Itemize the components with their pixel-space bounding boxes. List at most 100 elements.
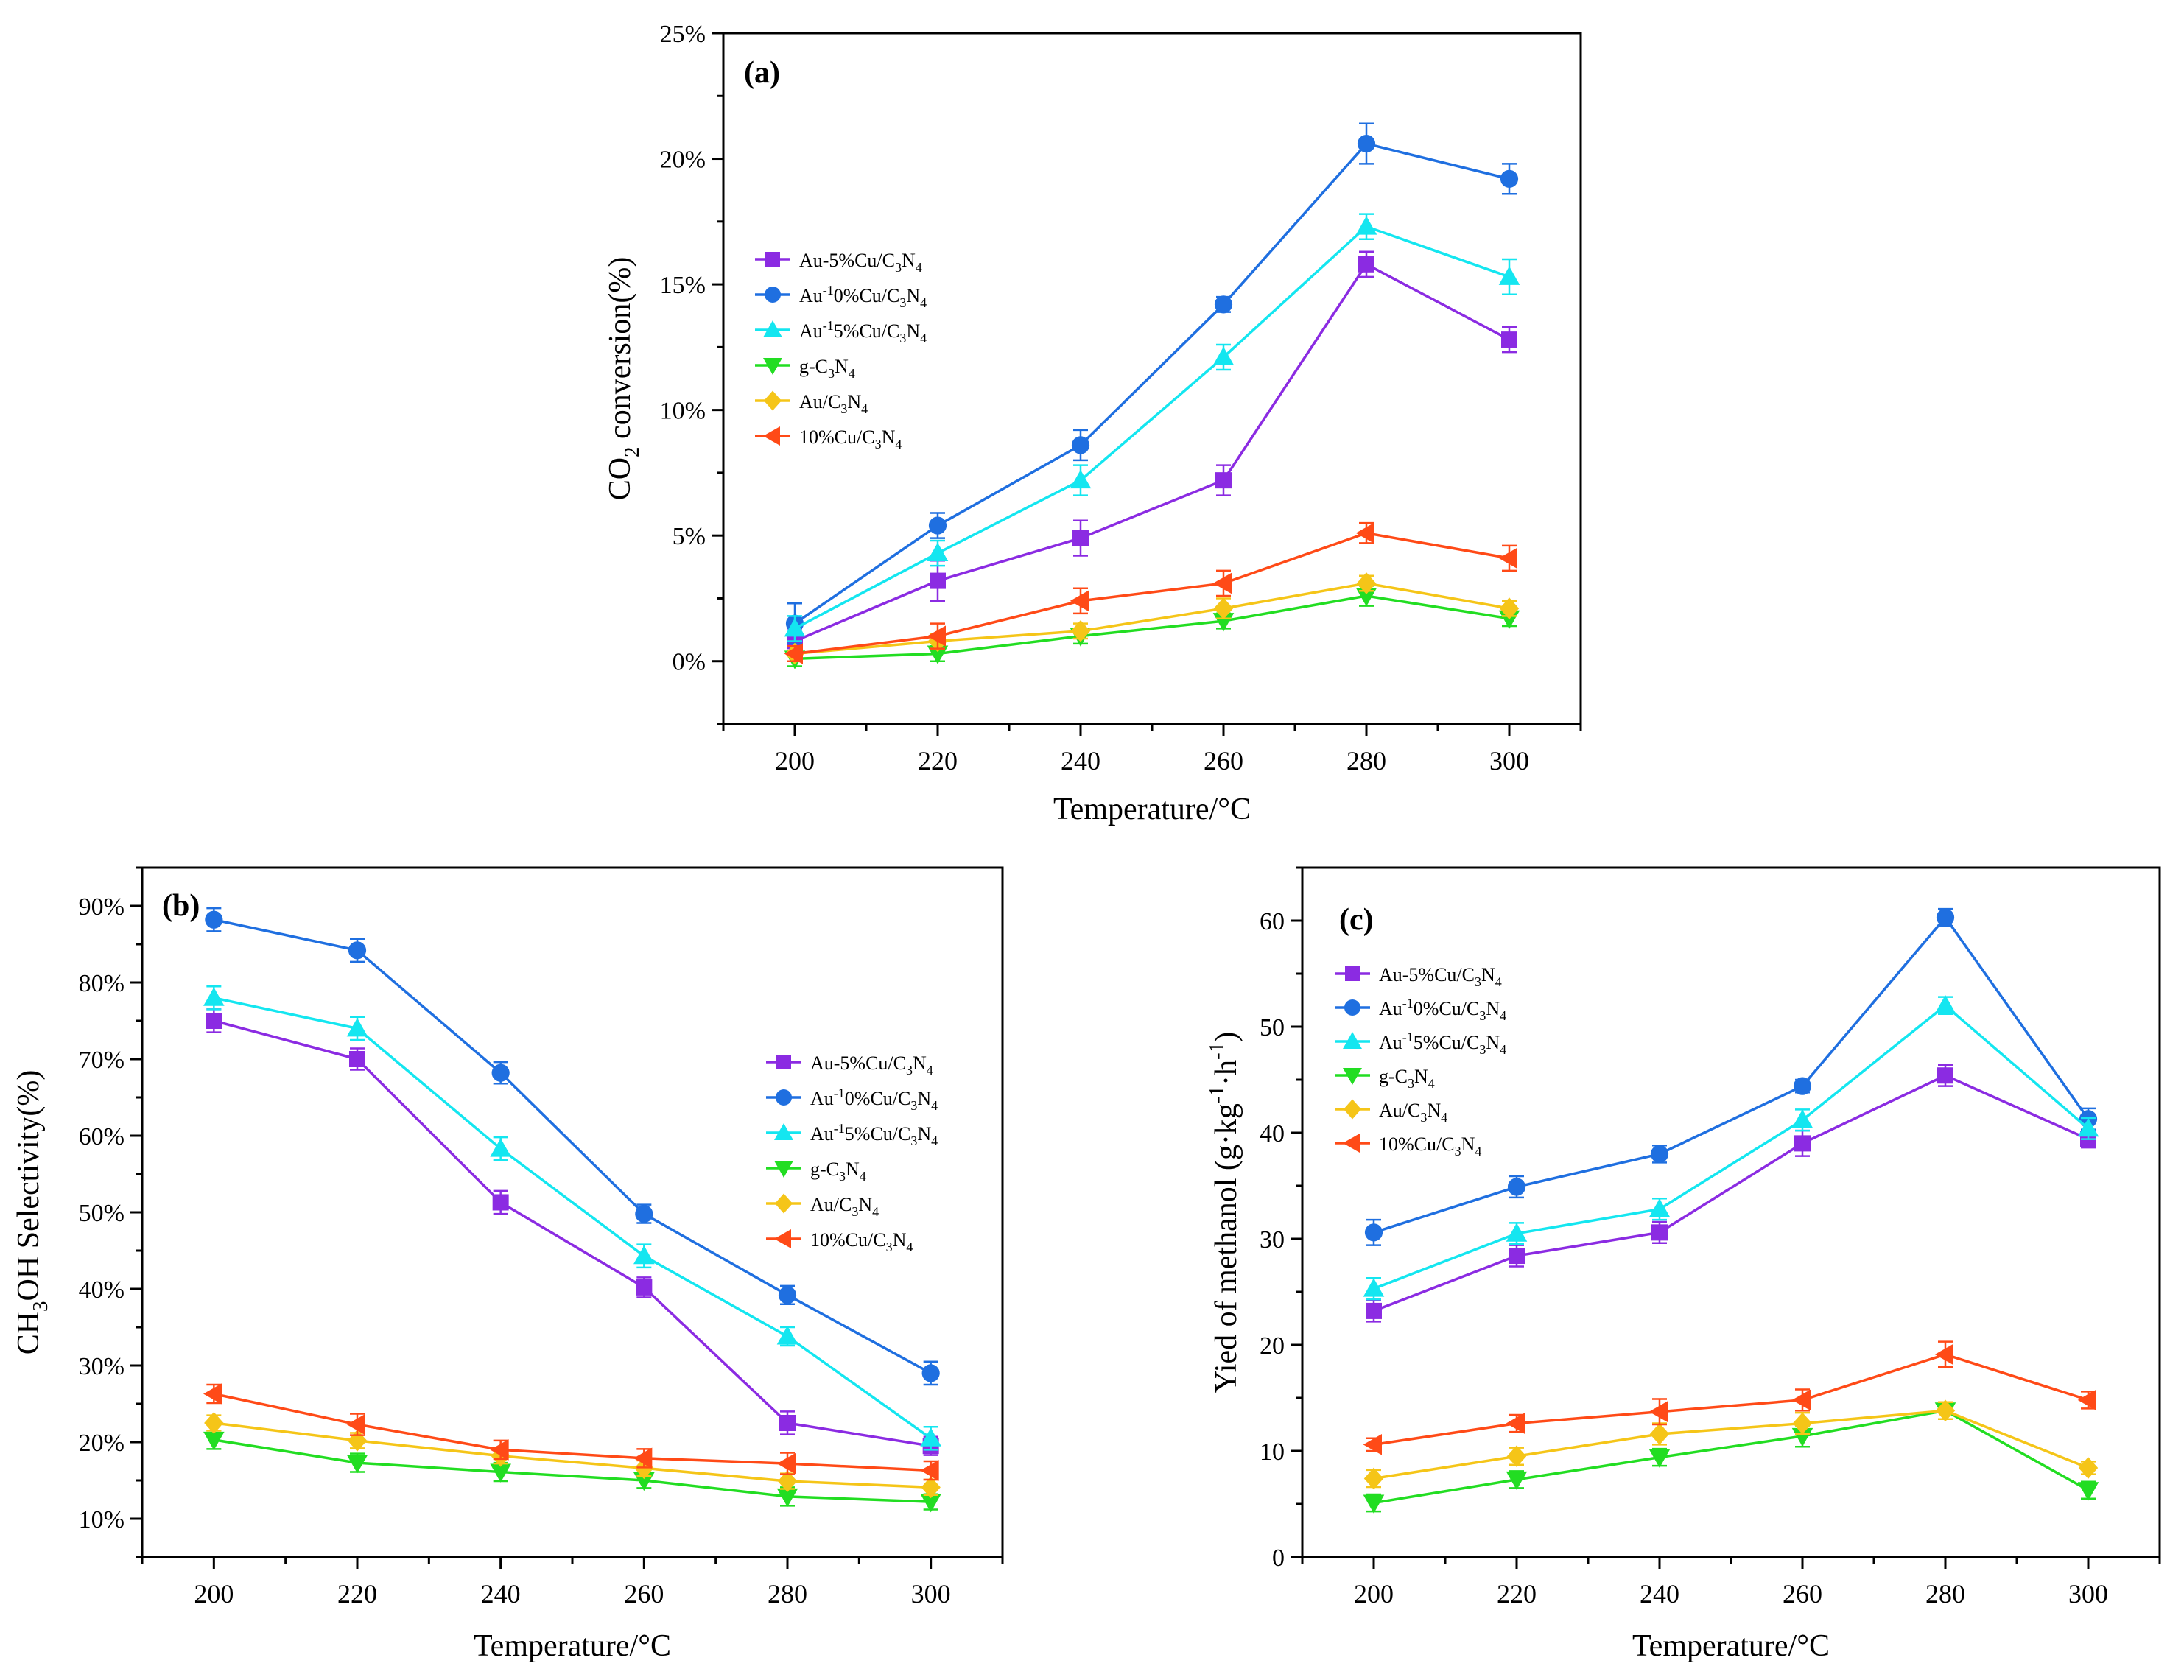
legend-label: Au-5%Cu/C3N4 bbox=[1379, 964, 1502, 989]
legend-marker bbox=[763, 320, 782, 337]
x-tick-label: 280 bbox=[768, 1579, 807, 1609]
data-point bbox=[203, 1431, 225, 1451]
series-line bbox=[794, 531, 1510, 656]
x-tick-label: 220 bbox=[1497, 1579, 1537, 1609]
legend-marker bbox=[764, 390, 782, 411]
legend-label: Au-10%Cu/C3N4 bbox=[1379, 996, 1506, 1023]
data-point bbox=[1498, 610, 1520, 630]
data-point bbox=[784, 643, 803, 664]
data-point bbox=[1794, 1135, 1811, 1152]
data-point bbox=[2077, 1117, 2099, 1137]
legend-label: Au-10%Cu/C3N4 bbox=[810, 1086, 938, 1113]
legend-label: Au-5%Cu/C3N4 bbox=[799, 250, 922, 275]
series-line bbox=[213, 1019, 931, 1447]
data-point bbox=[1070, 590, 1089, 612]
data-point bbox=[1500, 169, 1519, 188]
data-point bbox=[1363, 1278, 1385, 1297]
data-point bbox=[776, 1488, 798, 1508]
y-tick-label: 40% bbox=[79, 1276, 124, 1304]
panel-label: (c) bbox=[1339, 903, 1374, 937]
data-point bbox=[930, 572, 946, 589]
data-point bbox=[492, 1194, 509, 1211]
data-point bbox=[348, 941, 367, 960]
data-point bbox=[635, 1204, 653, 1223]
series-5 bbox=[203, 1383, 939, 1481]
panel-label: (a) bbox=[744, 56, 780, 90]
data-point bbox=[921, 1364, 940, 1382]
data-point bbox=[491, 1064, 510, 1082]
legend-label: Au-15%Cu/C3N4 bbox=[810, 1121, 938, 1148]
data-point bbox=[490, 1439, 509, 1461]
x-tick-label: 280 bbox=[1925, 1579, 1965, 1609]
data-point bbox=[1215, 472, 1232, 489]
y-tick-label: 0 bbox=[1272, 1544, 1285, 1572]
data-point bbox=[633, 1472, 655, 1491]
series-0 bbox=[1366, 1064, 2096, 1323]
series-1 bbox=[785, 122, 1519, 645]
data-point bbox=[1070, 619, 1091, 642]
legend-marker bbox=[1345, 966, 1360, 981]
chart-panel-b: 200 220 240 260 280 300 10% 20% 30% 40% 50% 60% 70% 8… bbox=[12, 866, 1004, 1663]
y-tick-label: 50 bbox=[1260, 1014, 1285, 1041]
legend-marker bbox=[776, 1055, 791, 1069]
legend: Au-5%Cu/C3N4 Au-10%Cu/C3N4 Au-15%Cu/C3N4 g-… bbox=[755, 250, 927, 451]
legend-label: Au-10%Cu/C3N4 bbox=[799, 283, 927, 310]
series-line bbox=[1373, 1074, 2089, 1312]
legend-marker bbox=[763, 358, 782, 375]
data-point bbox=[1355, 216, 1377, 235]
x-axis-label: Temperature/°C bbox=[1053, 792, 1251, 826]
data-point bbox=[346, 1413, 365, 1435]
data-point bbox=[1355, 522, 1374, 544]
x-tick-label: 300 bbox=[2068, 1579, 2108, 1609]
data-point bbox=[1358, 256, 1374, 273]
legend-marker bbox=[1343, 1134, 1360, 1153]
data-point bbox=[1506, 1445, 1527, 1468]
data-point bbox=[1071, 436, 1090, 454]
legend-marker bbox=[776, 1089, 792, 1106]
data-point bbox=[1651, 1224, 1668, 1241]
x-tick-label: 300 bbox=[1489, 746, 1529, 776]
data-point bbox=[1935, 1399, 1956, 1422]
data-point bbox=[1355, 588, 1377, 607]
legend-label: 10%Cu/C3N4 bbox=[799, 426, 902, 451]
data-point bbox=[1791, 1389, 1811, 1411]
data-point bbox=[1212, 613, 1235, 632]
data-point bbox=[1936, 908, 1955, 927]
data-point bbox=[776, 1326, 798, 1345]
y-axis-label: CH3OH Selectivity(%) bbox=[12, 1070, 52, 1355]
series-5 bbox=[784, 521, 1517, 664]
data-point bbox=[1506, 1413, 1525, 1434]
legend-label: Au-15%Cu/C3N4 bbox=[1379, 1030, 1506, 1057]
legend-label: g-C3N4 bbox=[810, 1159, 866, 1184]
data-point bbox=[927, 542, 949, 562]
y-tick-label: 0% bbox=[673, 649, 706, 676]
data-point bbox=[1650, 1145, 1669, 1163]
legend-label: 10%Cu/C3N4 bbox=[1379, 1134, 1481, 1159]
series-1 bbox=[1364, 907, 2098, 1246]
data-point bbox=[1937, 1067, 1953, 1084]
series-line bbox=[794, 582, 1510, 656]
data-point bbox=[1793, 1077, 1812, 1095]
y-tick-label: 20% bbox=[660, 147, 706, 174]
data-point bbox=[920, 1427, 941, 1447]
data-point bbox=[784, 618, 806, 637]
data-point bbox=[777, 1470, 798, 1492]
series-line bbox=[794, 262, 1510, 643]
data-point bbox=[346, 1018, 368, 1037]
series-2 bbox=[203, 985, 941, 1451]
series-line bbox=[213, 1392, 931, 1472]
data-point bbox=[1498, 266, 1520, 285]
data-point bbox=[927, 625, 946, 647]
chart-panel-c: 200 220 240 260 280 300 0 10 20 30 40 50 60 Temperatu… bbox=[1205, 866, 2161, 1663]
series-line bbox=[213, 918, 932, 1374]
data-point bbox=[921, 1476, 941, 1499]
series-line bbox=[1373, 1409, 2089, 1480]
series-line bbox=[1373, 1003, 2090, 1290]
data-point bbox=[1934, 1343, 1953, 1366]
y-tick-label: 30% bbox=[79, 1353, 124, 1380]
y-tick-label: 25% bbox=[660, 21, 706, 48]
x-tick-label: 240 bbox=[481, 1579, 521, 1609]
series-4 bbox=[1363, 1399, 2099, 1490]
y-tick-label: 80% bbox=[79, 970, 124, 997]
legend-label: Au-15%Cu/C3N4 bbox=[799, 318, 927, 345]
